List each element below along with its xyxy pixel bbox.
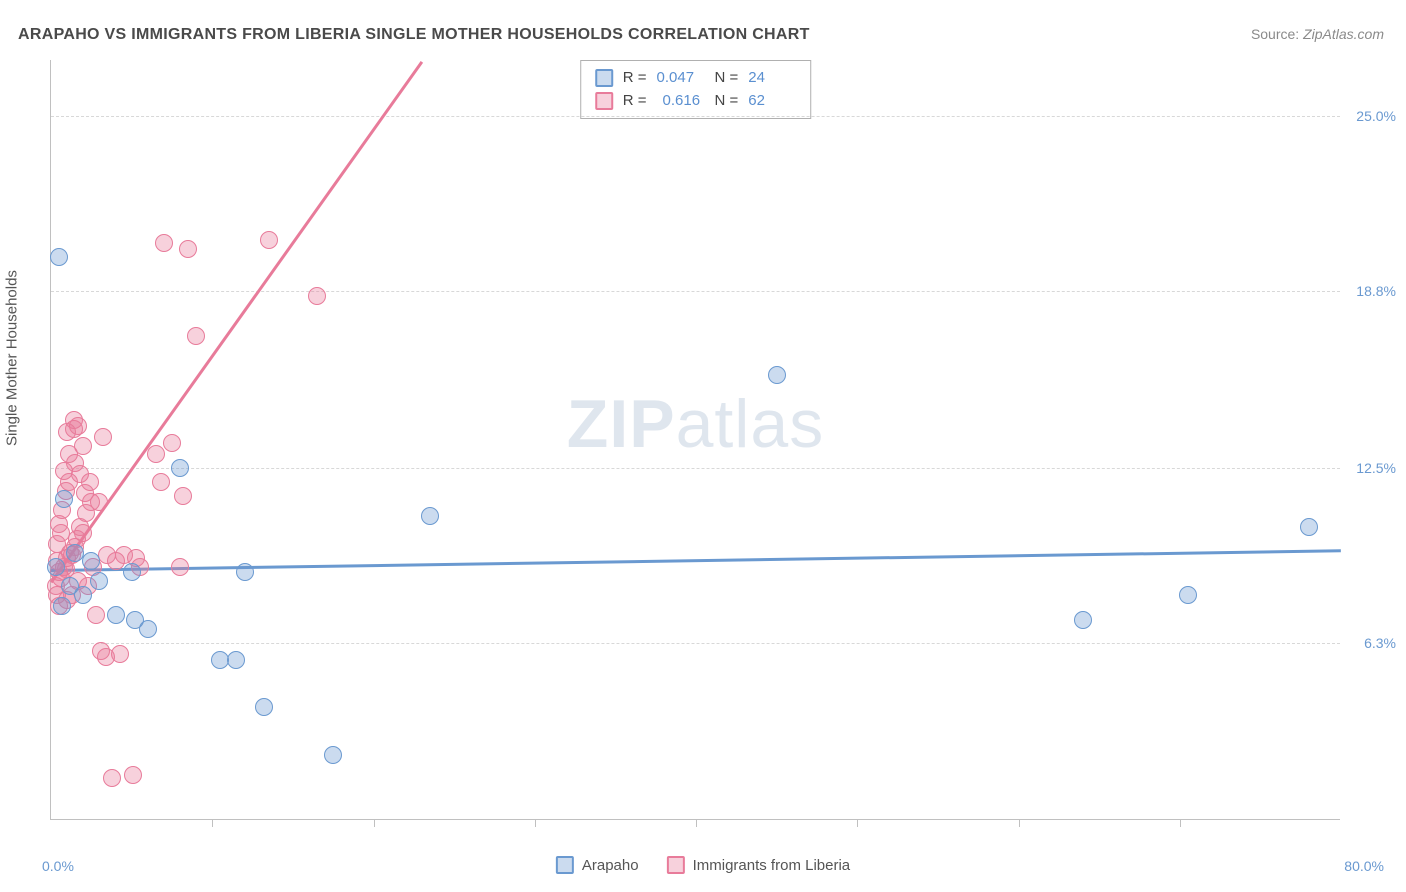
scatter-point (103, 769, 121, 787)
scatter-point (308, 287, 326, 305)
gridline (51, 116, 1340, 117)
watermark-rest: atlas (676, 386, 825, 462)
watermark: ZIPatlas (567, 385, 824, 463)
legend-item-1: Immigrants from Liberia (667, 856, 851, 874)
x-tick (857, 819, 858, 827)
scatter-point (107, 552, 125, 570)
x-axis-max-label: 80.0% (1344, 858, 1384, 874)
x-tick (212, 819, 213, 827)
scatter-point (76, 484, 94, 502)
scatter-point (61, 577, 79, 595)
scatter-point (236, 563, 254, 581)
scatter-point (152, 473, 170, 491)
plot-area: ZIPatlas R = 0.047 N = 24 R = 0.616 N = … (50, 60, 1340, 820)
stats-row-1: R = 0.616 N = 62 (595, 90, 797, 113)
bottom-legend: Arapaho Immigrants from Liberia (556, 856, 850, 874)
n-label-1: N = (715, 90, 739, 113)
scatter-point (53, 597, 71, 615)
scatter-point (111, 645, 129, 663)
scatter-point (52, 524, 70, 542)
scatter-point (260, 231, 278, 249)
scatter-point (82, 552, 100, 570)
scatter-point (50, 248, 68, 266)
scatter-point (227, 651, 245, 669)
y-tick-label: 12.5% (1348, 460, 1396, 476)
n-value-0: 24 (748, 67, 796, 90)
scatter-point (123, 563, 141, 581)
scatter-point (55, 462, 73, 480)
watermark-bold: ZIP (567, 386, 676, 462)
scatter-point (171, 459, 189, 477)
stats-row-0: R = 0.047 N = 24 (595, 67, 797, 90)
legend-swatch-1 (667, 856, 685, 874)
r-value-0: 0.047 (657, 67, 705, 90)
source-value: ZipAtlas.com (1303, 26, 1384, 42)
legend-item-0: Arapaho (556, 856, 639, 874)
scatter-point (187, 327, 205, 345)
x-tick (1180, 819, 1181, 827)
r-label-0: R = (623, 67, 647, 90)
scatter-point (139, 620, 157, 638)
scatter-point (421, 507, 439, 525)
r-value-1: 0.616 (657, 90, 705, 113)
y-tick-label: 6.3% (1348, 635, 1396, 651)
chart-container: ARAPAHO VS IMMIGRANTS FROM LIBERIA SINGL… (0, 0, 1406, 892)
gridline (51, 468, 1340, 469)
gridline (51, 643, 1340, 644)
scatter-point (74, 437, 92, 455)
scatter-point (87, 606, 105, 624)
swatch-series-0 (595, 69, 613, 87)
n-value-1: 62 (748, 90, 796, 113)
scatter-point (174, 487, 192, 505)
source-attribution: Source: ZipAtlas.com (1251, 26, 1384, 42)
legend-label-0: Arapaho (582, 857, 639, 874)
scatter-point (90, 572, 108, 590)
y-tick-label: 18.8% (1348, 283, 1396, 299)
source-label: Source: (1251, 26, 1299, 42)
legend-swatch-0 (556, 856, 574, 874)
scatter-point (1074, 611, 1092, 629)
scatter-point (163, 434, 181, 452)
scatter-point (47, 558, 65, 576)
scatter-point (69, 417, 87, 435)
legend-label-1: Immigrants from Liberia (693, 857, 851, 874)
gridline (51, 291, 1340, 292)
r-label-1: R = (623, 90, 647, 113)
scatter-point (74, 524, 92, 542)
scatter-point (94, 428, 112, 446)
scatter-point (768, 366, 786, 384)
scatter-point (107, 606, 125, 624)
scatter-point (55, 490, 73, 508)
x-tick (374, 819, 375, 827)
y-axis-title: Single Mother Households (4, 270, 21, 446)
x-tick (1019, 819, 1020, 827)
swatch-series-1 (595, 92, 613, 110)
scatter-point (179, 240, 197, 258)
x-tick (696, 819, 697, 827)
n-label-0: N = (715, 67, 739, 90)
scatter-point (124, 766, 142, 784)
scatter-point (324, 746, 342, 764)
scatter-point (147, 445, 165, 463)
scatter-point (255, 698, 273, 716)
scatter-point (1179, 586, 1197, 604)
scatter-point (1300, 518, 1318, 536)
stats-legend: R = 0.047 N = 24 R = 0.616 N = 62 (580, 60, 812, 119)
scatter-point (171, 558, 189, 576)
scatter-point (155, 234, 173, 252)
chart-title: ARAPAHO VS IMMIGRANTS FROM LIBERIA SINGL… (18, 26, 810, 44)
y-tick-label: 25.0% (1348, 108, 1396, 124)
x-axis-min-label: 0.0% (42, 858, 74, 874)
x-tick (535, 819, 536, 827)
